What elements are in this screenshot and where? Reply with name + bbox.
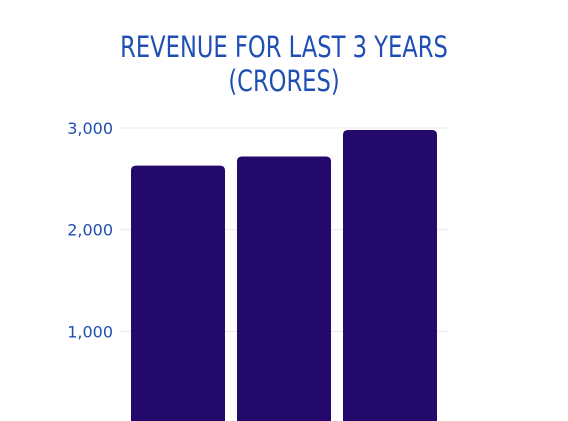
bar-3 <box>343 130 437 421</box>
chart-title: REVENUE FOR LAST 3 YEARS (CRORES) <box>120 30 448 98</box>
y-axis-ticks: 1,000 2,000 3,000 <box>67 119 113 341</box>
y-tick-label: 3,000 <box>67 119 113 138</box>
bars <box>131 130 437 421</box>
y-tick-label: 1,000 <box>67 322 113 341</box>
y-tick-label: 2,000 <box>67 221 113 240</box>
bar-1 <box>131 165 225 421</box>
bar-2 <box>237 156 331 421</box>
